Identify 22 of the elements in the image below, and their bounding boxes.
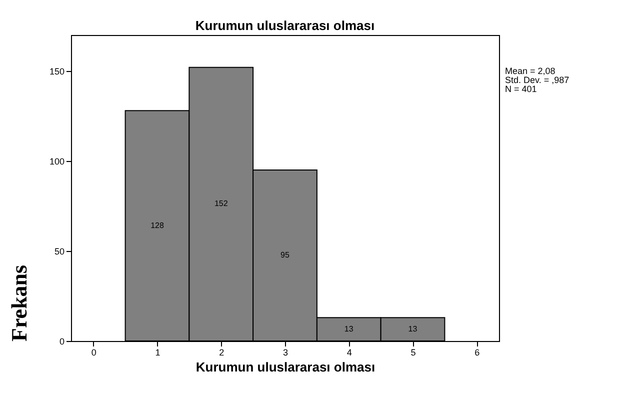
y-tick-label: 50 (54, 246, 64, 256)
y-axis-title: Frekans (6, 264, 32, 342)
data-label: 95 (280, 250, 290, 260)
text: N = 401 (505, 84, 537, 94)
data-label: 152 (214, 199, 228, 208)
data-label: 13 (344, 324, 354, 334)
y-tick-label: 100 (49, 156, 64, 166)
data-label: 13 (408, 324, 418, 334)
y-tick-label: 150 (49, 66, 64, 76)
x-tick-label: 3 (282, 348, 288, 358)
text: Std. Dev. = ,987 (505, 75, 570, 85)
x-tick-label: 4 (346, 348, 352, 358)
x-axis-title: Kurumun uluslararası olması (196, 360, 376, 374)
x-tick-label: 0 (91, 348, 96, 358)
x-tick-label: 1 (155, 348, 160, 358)
data-label: 128 (150, 220, 164, 230)
chart-title: Kurumun uluslararası olması (195, 18, 375, 33)
x-tick-label: 2 (219, 348, 224, 358)
x-tick-label: 6 (474, 348, 480, 358)
x-tick-label: 5 (410, 348, 416, 358)
y-tick-label: 0 (59, 336, 64, 346)
text: Mean = 2,08 (505, 66, 556, 76)
